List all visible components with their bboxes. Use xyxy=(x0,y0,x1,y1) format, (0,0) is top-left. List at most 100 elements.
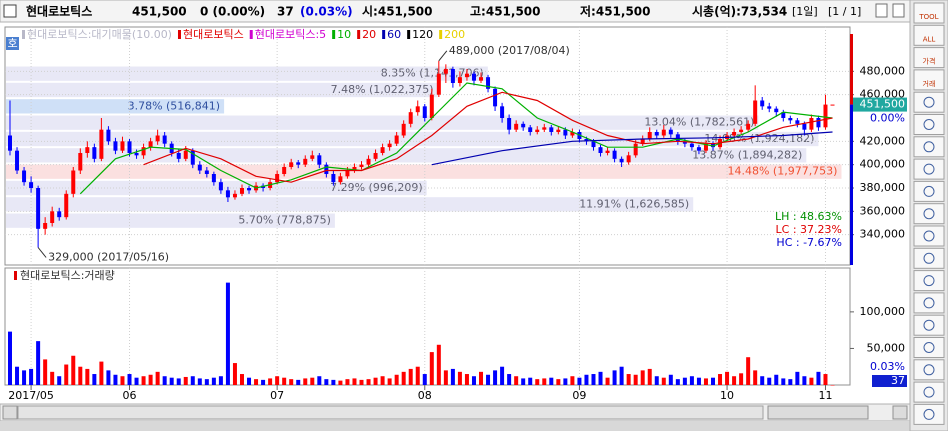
scroll-thumb[interactable] xyxy=(17,405,764,420)
volume-bar xyxy=(443,370,448,385)
tool-button[interactable] xyxy=(913,136,945,158)
volume-bar xyxy=(225,282,230,385)
candle-body xyxy=(549,127,554,132)
candle-body xyxy=(429,94,434,118)
ma-line xyxy=(143,91,833,183)
tool-button[interactable] xyxy=(913,47,945,69)
tool-icon xyxy=(923,230,935,242)
volume-bar xyxy=(162,376,167,385)
volume-bar xyxy=(626,374,631,385)
candle-body xyxy=(29,182,34,188)
candle-body xyxy=(162,135,167,144)
ma-line xyxy=(431,131,833,166)
candle-body xyxy=(71,170,76,194)
period: [1일] xyxy=(792,4,818,18)
candle-body xyxy=(247,188,252,191)
volume-bar xyxy=(457,371,462,385)
band-label: 13.04% (1,782,561) xyxy=(644,116,754,129)
open: 시:451,500 xyxy=(362,5,433,19)
volume-bar xyxy=(204,379,209,385)
legend-swatch xyxy=(407,30,411,39)
volume-bar xyxy=(619,366,624,385)
volume-bar xyxy=(232,363,237,385)
x-tick-label: 06 xyxy=(123,389,137,402)
volume-bar xyxy=(682,377,687,385)
checkbox[interactable] xyxy=(3,4,17,18)
candle-body xyxy=(521,123,526,128)
volume-bar xyxy=(359,379,364,385)
candle-body xyxy=(542,127,547,130)
volume-bar xyxy=(352,378,357,385)
legend-entry: 현대로보틱스 xyxy=(183,28,244,41)
candle-body xyxy=(359,164,364,167)
stat-label: LC : 37.23% xyxy=(776,223,842,236)
band-label: 7.48% (1,022,375) xyxy=(331,83,434,96)
volume-bar xyxy=(64,364,69,385)
volume-bar xyxy=(373,377,378,385)
candle-body xyxy=(345,170,350,177)
band-label: 7.29% (996,209) xyxy=(330,181,423,194)
tool-button[interactable] xyxy=(913,180,945,202)
candle-body xyxy=(528,127,533,132)
tool-button[interactable] xyxy=(913,247,945,269)
volume-bar xyxy=(239,374,244,385)
volume-bar xyxy=(169,377,174,385)
tool-button[interactable] xyxy=(913,91,945,113)
tool-button[interactable] xyxy=(913,359,945,381)
close-button[interactable] xyxy=(892,3,905,18)
volume-bar xyxy=(29,368,34,385)
candle-body xyxy=(218,182,223,191)
annotation: 489,000 (2017/08/04) xyxy=(449,44,570,57)
tool-button[interactable] xyxy=(913,225,945,247)
volume-bar xyxy=(823,374,828,385)
tool-button[interactable] xyxy=(913,292,945,314)
candle-body xyxy=(120,141,125,151)
tool-button[interactable] xyxy=(913,337,945,358)
tool-button[interactable] xyxy=(913,2,945,24)
tool-button[interactable] xyxy=(913,203,945,225)
volume-bar xyxy=(120,376,125,385)
candle-body xyxy=(176,153,181,159)
volume-bar xyxy=(22,370,27,385)
tool-label: ALL xyxy=(923,35,936,43)
tool-button[interactable] xyxy=(913,69,945,91)
scroll-right[interactable] xyxy=(892,405,908,420)
tool-button[interactable] xyxy=(913,403,945,425)
candle-body xyxy=(795,120,800,124)
tool-button[interactable] xyxy=(913,158,945,180)
candle-body xyxy=(387,143,392,148)
restore-button[interactable] xyxy=(875,3,888,18)
volume-bar xyxy=(500,366,505,385)
legend-swatch xyxy=(14,271,17,280)
volume-bar xyxy=(464,374,469,385)
tool-button[interactable] xyxy=(913,114,945,135)
tool-button[interactable] xyxy=(913,381,945,403)
candle-body xyxy=(43,223,48,229)
volume-title: 현대로보틱스:거래량 xyxy=(20,269,115,282)
band-label: 13.87% (1,894,282) xyxy=(692,148,802,161)
tool-button[interactable] xyxy=(913,314,945,336)
tool-icon xyxy=(923,208,935,220)
candle-body xyxy=(493,88,498,107)
volume-bar xyxy=(36,341,41,385)
zoom-controls[interactable] xyxy=(767,405,869,420)
legend-entry: 현대로보틱스:대기매물(10.00) xyxy=(27,28,172,41)
volume-bar xyxy=(296,379,301,385)
candle-body xyxy=(401,123,406,136)
candle-body xyxy=(654,132,659,136)
tool-button[interactable] xyxy=(913,24,945,46)
candle-body xyxy=(106,129,111,142)
volume-bar xyxy=(514,376,519,385)
candle-body xyxy=(204,170,209,174)
candle-body xyxy=(275,174,280,183)
volume-bar xyxy=(92,374,97,385)
volume-bar xyxy=(324,379,329,385)
scroll-left[interactable] xyxy=(2,405,18,420)
volume-bar xyxy=(711,377,715,385)
volume-bar xyxy=(247,377,252,385)
tool-icon xyxy=(923,185,935,197)
tool-button[interactable] xyxy=(913,270,945,292)
candle-body xyxy=(661,129,666,136)
volume-bar xyxy=(696,377,701,385)
tool-icon xyxy=(923,364,935,376)
